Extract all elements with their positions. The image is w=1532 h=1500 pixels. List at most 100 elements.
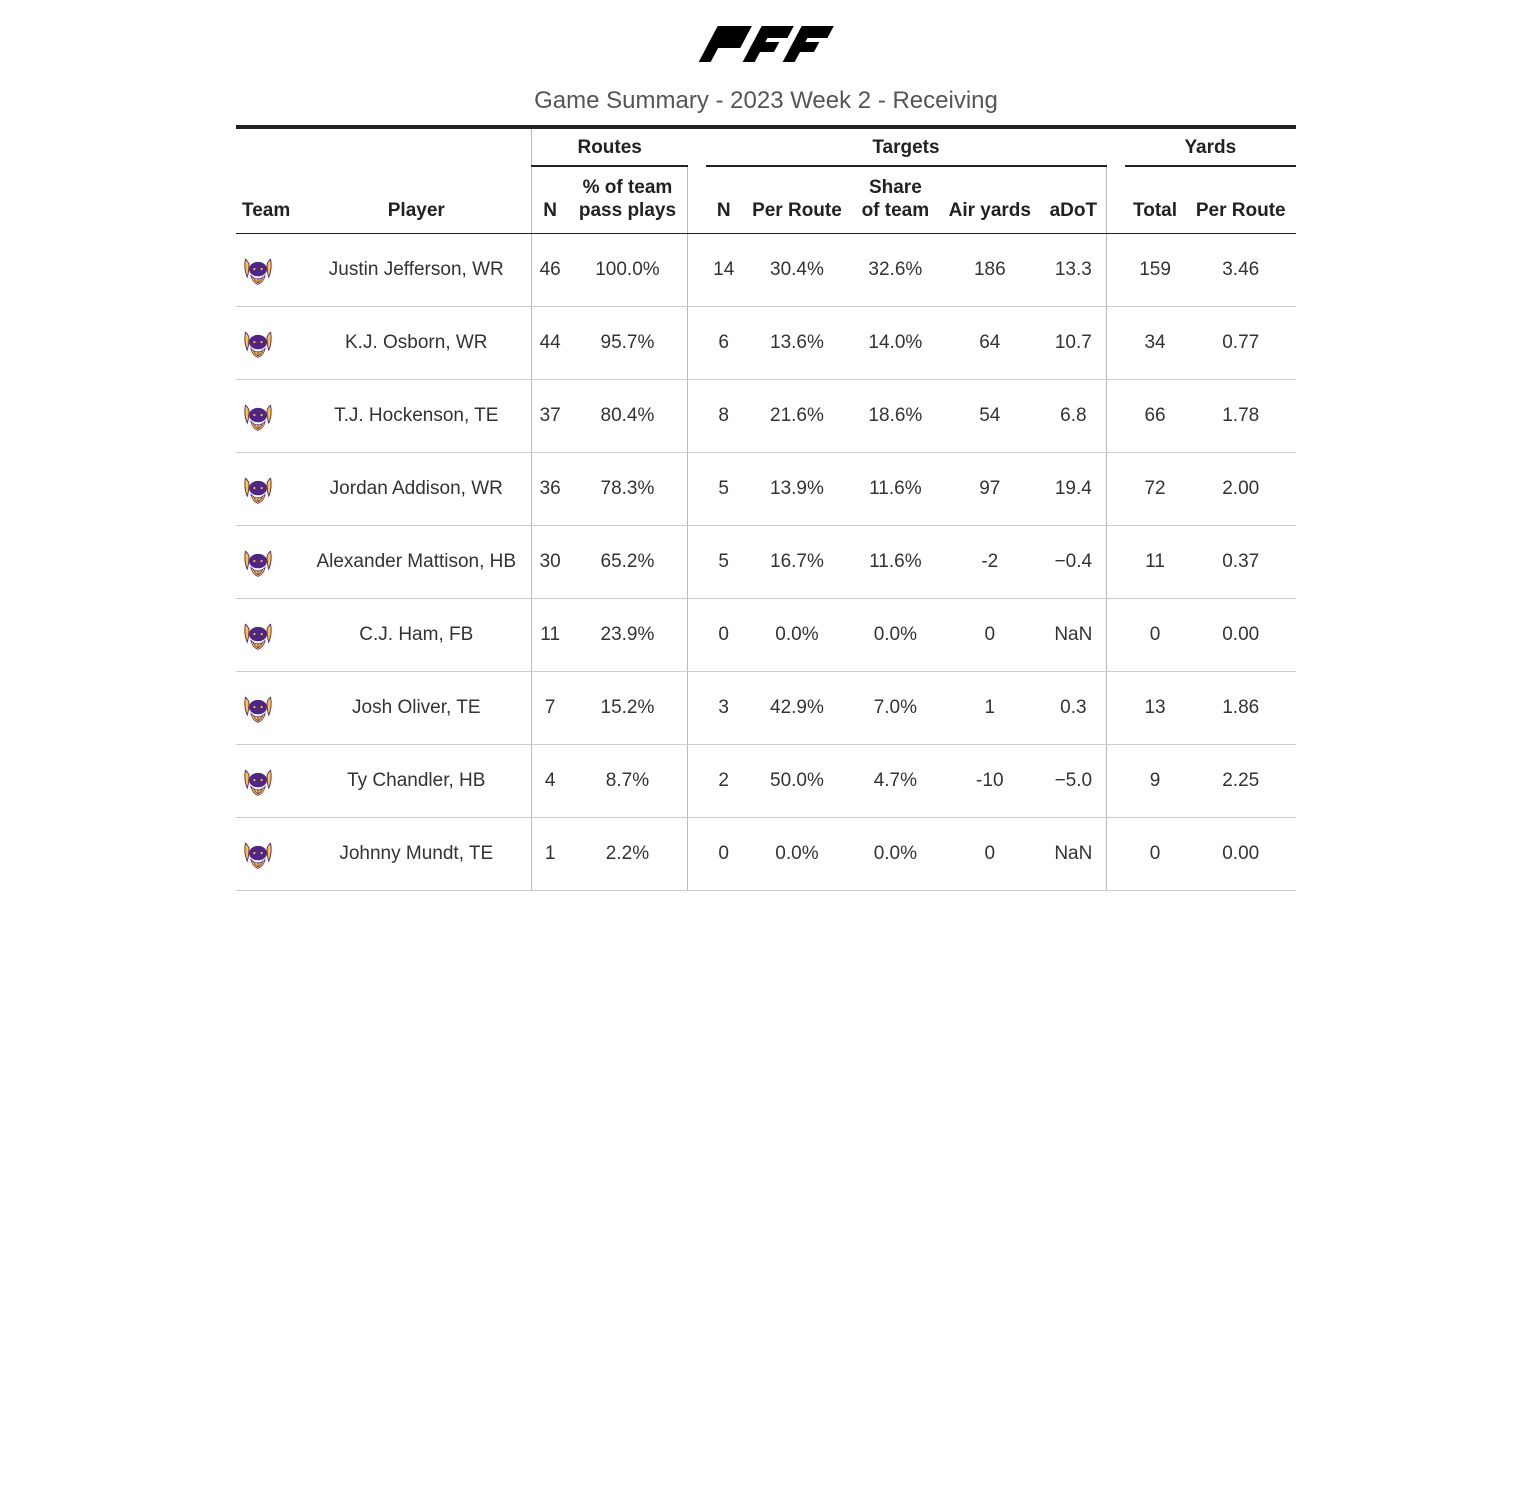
col-targets-n: N bbox=[706, 166, 742, 233]
cell-targets-n: 5 bbox=[706, 525, 742, 598]
cell-yards-total: 66 bbox=[1125, 379, 1186, 452]
cell-targets-share: 18.6% bbox=[852, 379, 938, 452]
cell-targets-share: 0.0% bbox=[852, 598, 938, 671]
cell-yards-total: 72 bbox=[1125, 452, 1186, 525]
cell-air-yards: 97 bbox=[939, 452, 1041, 525]
cell-targets-share: 14.0% bbox=[852, 306, 938, 379]
cell-targets-per-route: 42.9% bbox=[742, 671, 852, 744]
cell-adot: −5.0 bbox=[1041, 744, 1106, 817]
cell-targets-n: 0 bbox=[706, 817, 742, 890]
spacer bbox=[1106, 128, 1125, 233]
col-routes-n: N bbox=[532, 166, 569, 233]
spacer bbox=[1106, 598, 1125, 671]
cell-adot: −0.4 bbox=[1041, 525, 1106, 598]
spacer bbox=[687, 128, 706, 233]
cell-targets-per-route: 13.9% bbox=[742, 452, 852, 525]
cell-yards-per-route: 2.00 bbox=[1185, 452, 1296, 525]
cell-yards-total: 34 bbox=[1125, 306, 1186, 379]
spacer bbox=[1106, 817, 1125, 890]
table-row: Johnny Mundt, TE12.2%00.0%0.0%0NaN00.00 bbox=[236, 817, 1296, 890]
spacer bbox=[687, 306, 706, 379]
spacer bbox=[1106, 452, 1125, 525]
table-row: T.J. Hockenson, TE3780.4%821.6%18.6%546.… bbox=[236, 379, 1296, 452]
game-summary-container: Game Summary - 2023 Week 2 - Receiving T… bbox=[236, 20, 1296, 891]
table-row: Justin Jefferson, WR46100.0%1430.4%32.6%… bbox=[236, 233, 1296, 306]
cell-adot: 6.8 bbox=[1041, 379, 1106, 452]
cell-yards-total: 0 bbox=[1125, 598, 1186, 671]
spacer bbox=[1106, 671, 1125, 744]
brand-logo-wrap bbox=[236, 20, 1296, 73]
spacer bbox=[1106, 744, 1125, 817]
col-adot: aDoT bbox=[1041, 166, 1106, 233]
cell-targets-n: 8 bbox=[706, 379, 742, 452]
cell-routes-pct: 95.7% bbox=[568, 306, 687, 379]
group-targets: Targets bbox=[706, 128, 1106, 166]
cell-adot: NaN bbox=[1041, 817, 1106, 890]
cell-targets-per-route: 50.0% bbox=[742, 744, 852, 817]
receiving-table: Team Player Routes Targets Yards N % of … bbox=[236, 127, 1296, 891]
cell-yards-per-route: 0.00 bbox=[1185, 598, 1296, 671]
cell-adot: 19.4 bbox=[1041, 452, 1106, 525]
table-body: Justin Jefferson, WR46100.0%1430.4%32.6%… bbox=[236, 233, 1296, 890]
cell-routes-n: 7 bbox=[532, 671, 569, 744]
spacer bbox=[1106, 306, 1125, 379]
cell-yards-per-route: 1.78 bbox=[1185, 379, 1296, 452]
cell-targets-share: 32.6% bbox=[852, 233, 938, 306]
cell-player: Ty Chandler, HB bbox=[301, 744, 531, 817]
table-row: C.J. Ham, FB1123.9%00.0%0.0%0NaN00.00 bbox=[236, 598, 1296, 671]
cell-targets-per-route: 0.0% bbox=[742, 598, 852, 671]
cell-yards-total: 13 bbox=[1125, 671, 1186, 744]
cell-air-yards: 64 bbox=[939, 306, 1041, 379]
table-row: Josh Oliver, TE715.2%342.9%7.0%10.3131.8… bbox=[236, 671, 1296, 744]
cell-team bbox=[236, 306, 301, 379]
cell-yards-total: 11 bbox=[1125, 525, 1186, 598]
cell-routes-pct: 65.2% bbox=[568, 525, 687, 598]
vikings-icon bbox=[240, 836, 295, 872]
cell-player: T.J. Hockenson, TE bbox=[301, 379, 531, 452]
vikings-icon bbox=[240, 690, 295, 726]
cell-routes-pct: 23.9% bbox=[568, 598, 687, 671]
cell-targets-n: 6 bbox=[706, 306, 742, 379]
cell-routes-n: 1 bbox=[532, 817, 569, 890]
cell-routes-pct: 2.2% bbox=[568, 817, 687, 890]
cell-team bbox=[236, 817, 301, 890]
cell-yards-per-route: 2.25 bbox=[1185, 744, 1296, 817]
cell-routes-n: 44 bbox=[532, 306, 569, 379]
col-routes-pct-label: % of teampass plays bbox=[579, 177, 676, 221]
cell-targets-share: 7.0% bbox=[852, 671, 938, 744]
cell-air-yards: 186 bbox=[939, 233, 1041, 306]
col-targets-per-route: Per Route bbox=[742, 166, 852, 233]
cell-air-yards: 0 bbox=[939, 598, 1041, 671]
cell-yards-total: 159 bbox=[1125, 233, 1186, 306]
col-air-yards: Air yards bbox=[939, 166, 1041, 233]
spacer bbox=[687, 671, 706, 744]
cell-targets-per-route: 13.6% bbox=[742, 306, 852, 379]
vikings-icon bbox=[240, 763, 295, 799]
col-yards-total: Total bbox=[1125, 166, 1186, 233]
cell-air-yards: 0 bbox=[939, 817, 1041, 890]
cell-targets-share: 11.6% bbox=[852, 525, 938, 598]
cell-team bbox=[236, 598, 301, 671]
spacer bbox=[687, 817, 706, 890]
header-group-row: Team Player Routes Targets Yards bbox=[236, 128, 1296, 166]
cell-adot: 0.3 bbox=[1041, 671, 1106, 744]
cell-team bbox=[236, 379, 301, 452]
cell-yards-total: 0 bbox=[1125, 817, 1186, 890]
cell-routes-n: 37 bbox=[532, 379, 569, 452]
pff-logo-icon bbox=[681, 20, 851, 73]
cell-routes-n: 46 bbox=[532, 233, 569, 306]
cell-player: Jordan Addison, WR bbox=[301, 452, 531, 525]
cell-player: Justin Jefferson, WR bbox=[301, 233, 531, 306]
cell-air-yards: -10 bbox=[939, 744, 1041, 817]
cell-routes-pct: 15.2% bbox=[568, 671, 687, 744]
cell-routes-n: 36 bbox=[532, 452, 569, 525]
col-player: Player bbox=[301, 128, 531, 233]
group-yards: Yards bbox=[1125, 128, 1296, 166]
cell-targets-n: 5 bbox=[706, 452, 742, 525]
cell-adot: 13.3 bbox=[1041, 233, 1106, 306]
col-targets-share: Shareof team bbox=[852, 166, 938, 233]
cell-team bbox=[236, 671, 301, 744]
table-row: Ty Chandler, HB48.7%250.0%4.7%-10−5.092.… bbox=[236, 744, 1296, 817]
cell-targets-n: 14 bbox=[706, 233, 742, 306]
vikings-icon bbox=[240, 325, 295, 361]
